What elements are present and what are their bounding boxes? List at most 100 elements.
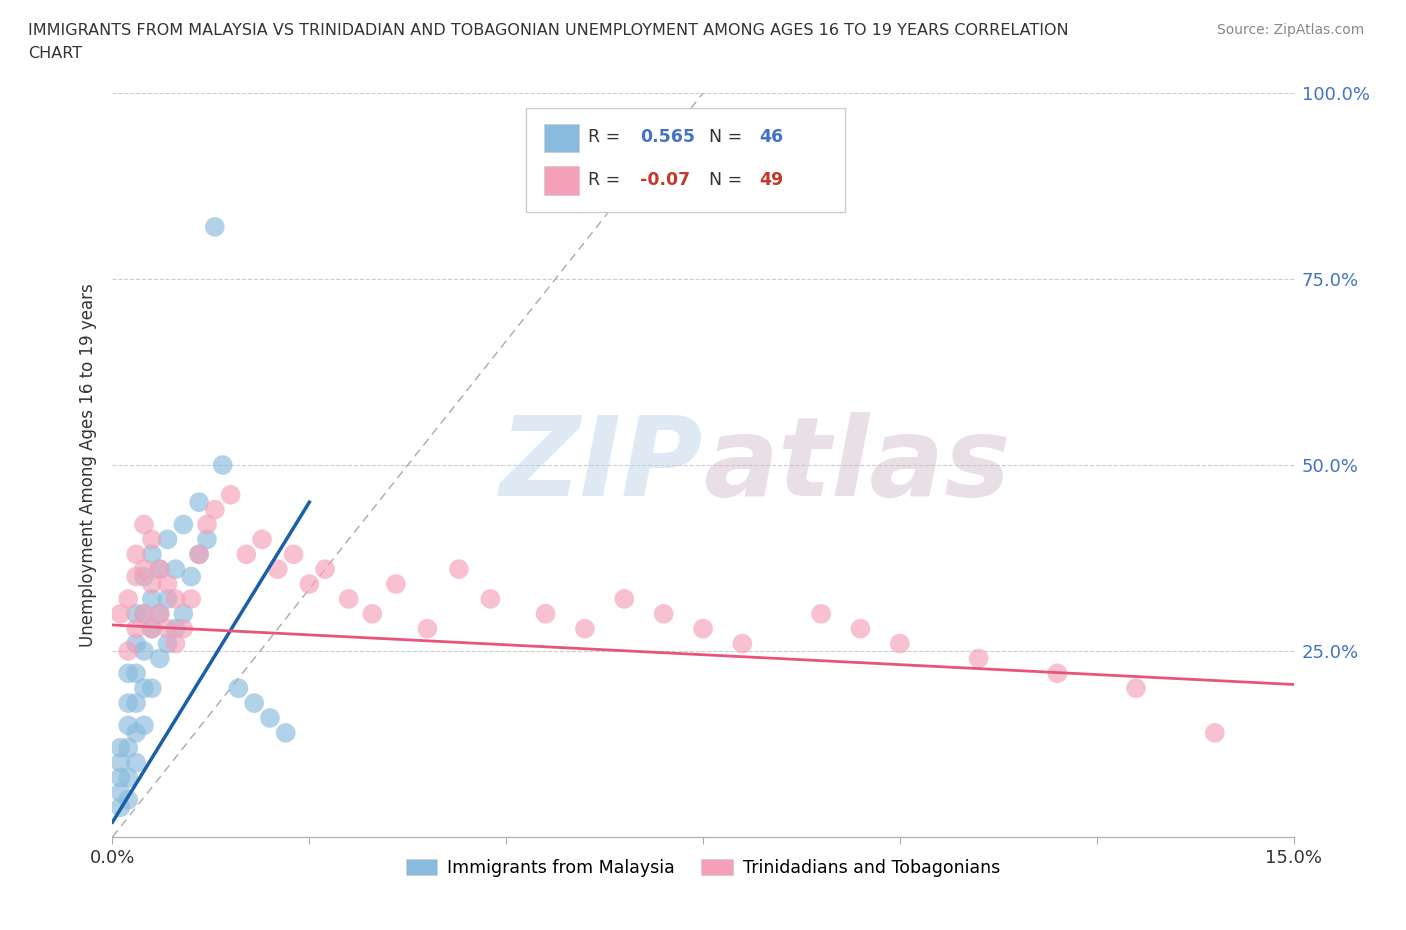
FancyBboxPatch shape [544, 166, 579, 194]
Point [149, 562, 172, 577]
Point [180, 591, 202, 606]
Point [125, 606, 148, 621]
Point [652, 606, 675, 621]
Point [219, 487, 242, 502]
Point [117, 770, 139, 785]
Point [141, 577, 163, 591]
Point [156, 591, 179, 606]
Point [188, 495, 211, 510]
Point [141, 621, 163, 636]
Point [250, 532, 273, 547]
Point [361, 606, 384, 621]
Point [447, 562, 470, 577]
Text: 0.565: 0.565 [640, 128, 696, 146]
Point [165, 562, 187, 577]
Point [283, 547, 305, 562]
Point [243, 696, 266, 711]
Text: CHART: CHART [28, 46, 82, 61]
Point [156, 636, 179, 651]
Point [110, 755, 132, 770]
Point [149, 606, 172, 621]
Point [132, 606, 155, 621]
Point [156, 532, 179, 547]
Point [810, 606, 832, 621]
Point [125, 755, 148, 770]
Point [117, 696, 139, 711]
Point [141, 681, 163, 696]
FancyBboxPatch shape [526, 108, 845, 212]
Point [172, 621, 194, 636]
Point [188, 547, 211, 562]
Point [156, 621, 179, 636]
Point [731, 636, 754, 651]
Point [195, 532, 218, 547]
Point [172, 517, 194, 532]
Point [141, 591, 163, 606]
Point [132, 606, 155, 621]
Point [141, 547, 163, 562]
Point [692, 621, 714, 636]
Point [125, 666, 148, 681]
Point [132, 517, 155, 532]
Point [479, 591, 502, 606]
Point [132, 569, 155, 584]
Point [337, 591, 360, 606]
Point [259, 711, 281, 725]
Point [117, 718, 139, 733]
Text: atlas: atlas [703, 411, 1011, 519]
FancyBboxPatch shape [544, 124, 579, 153]
Point [613, 591, 636, 606]
Text: 49: 49 [759, 171, 783, 189]
Text: N =: N = [709, 171, 748, 189]
Point [416, 621, 439, 636]
Text: 46: 46 [759, 128, 783, 146]
Point [188, 547, 211, 562]
Point [267, 562, 290, 577]
Point [149, 651, 172, 666]
Point [117, 644, 139, 658]
Point [110, 606, 132, 621]
Text: ZIP: ZIP [499, 411, 703, 519]
Text: R =: R = [589, 171, 626, 189]
Point [110, 770, 132, 785]
Point [132, 718, 155, 733]
Point [149, 606, 172, 621]
Point [141, 532, 163, 547]
Point [195, 517, 218, 532]
Point [574, 621, 596, 636]
Point [889, 636, 911, 651]
Point [132, 644, 155, 658]
Point [165, 621, 187, 636]
Point [117, 740, 139, 755]
Point [1204, 725, 1226, 740]
Point [125, 696, 148, 711]
Text: -0.07: -0.07 [640, 171, 690, 189]
Point [1046, 666, 1069, 681]
Point [117, 591, 139, 606]
Point [204, 219, 226, 234]
Point [235, 547, 257, 562]
Y-axis label: Unemployment Among Ages 16 to 19 years: Unemployment Among Ages 16 to 19 years [79, 283, 97, 647]
Text: R =: R = [589, 128, 626, 146]
Point [110, 800, 132, 815]
Point [165, 591, 187, 606]
Legend: Immigrants from Malaysia, Trinidadians and Tobagonians: Immigrants from Malaysia, Trinidadians a… [399, 852, 1007, 884]
Point [165, 636, 187, 651]
Point [385, 577, 408, 591]
Point [534, 606, 557, 621]
Point [849, 621, 872, 636]
Point [125, 547, 148, 562]
Point [117, 666, 139, 681]
Point [110, 740, 132, 755]
Point [132, 681, 155, 696]
Text: Source: ZipAtlas.com: Source: ZipAtlas.com [1216, 23, 1364, 37]
Point [228, 681, 250, 696]
Point [180, 569, 202, 584]
Point [125, 569, 148, 584]
Point [211, 458, 233, 472]
Point [172, 606, 194, 621]
Point [141, 621, 163, 636]
Point [132, 562, 155, 577]
Point [125, 621, 148, 636]
Point [156, 577, 179, 591]
